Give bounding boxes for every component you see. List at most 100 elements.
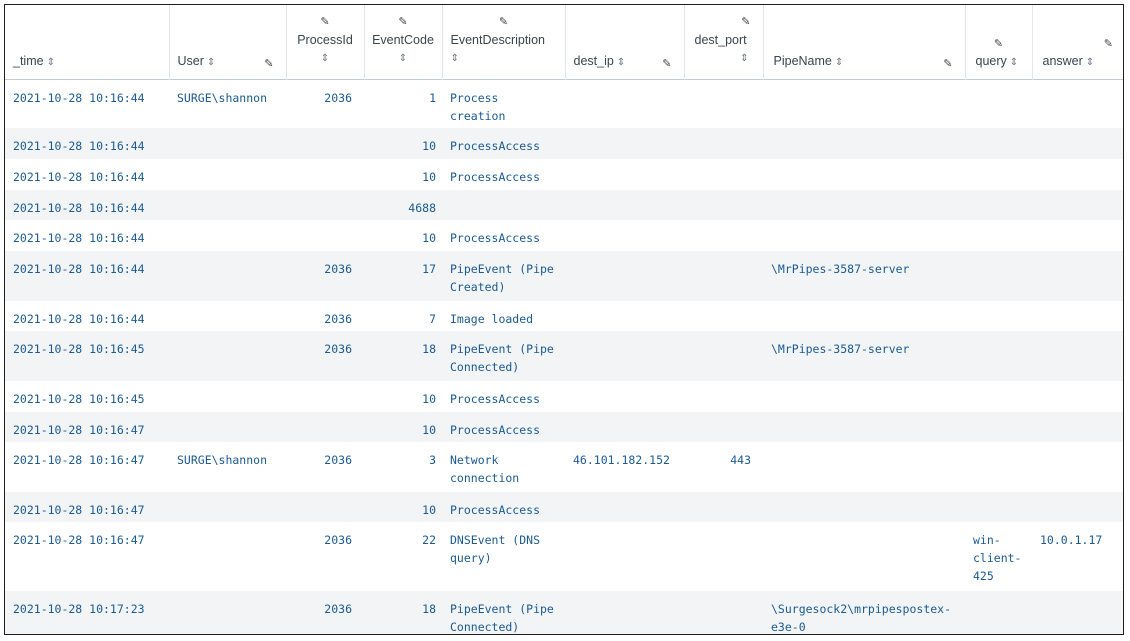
column-header-pipename[interactable]: PipeName ⇕ ✎	[763, 5, 966, 79]
edit-pencil-icon[interactable]: ✎	[943, 58, 953, 70]
sort-icon[interactable]: ⇕	[616, 57, 626, 68]
cell-pipe[interactable]: \Surgesock2\mrpipespostex-e3e-0	[771, 602, 952, 634]
cell-code[interactable]: 10	[422, 170, 436, 184]
cell-query[interactable]: win-client-425	[973, 533, 1022, 583]
cell-code[interactable]: 4688	[408, 201, 436, 215]
edit-pencil-icon[interactable]: ✎	[498, 16, 509, 28]
cell-desc[interactable]: PipeEvent (Pipe Connected)	[450, 342, 554, 374]
cell-time[interactable]: 2021-10-28 10:16:44	[13, 139, 145, 153]
cell-time[interactable]: 2021-10-28 10:16:47	[13, 503, 145, 517]
cell-desc[interactable]: DNSEvent (DNS query)	[450, 533, 541, 565]
cell-port[interactable]: 443	[730, 453, 751, 467]
table-row[interactable]: 2021-10-28 10:16:47 SURGE\shannon 2036 3 Net…	[5, 442, 1123, 492]
cell-pid[interactable]: 2036	[324, 533, 352, 547]
table-row[interactable]: 2021-10-28 10:16:44 2036 17 PipeEvent (Pipe…	[5, 251, 1123, 301]
edit-pencil-icon[interactable]: ✎	[264, 58, 274, 70]
cell-time[interactable]: 2021-10-28 10:16:47	[13, 533, 145, 547]
cell-desc[interactable]: ProcessAccess	[450, 231, 541, 245]
cell-pid[interactable]: 2036	[324, 342, 352, 356]
cell-time[interactable]: 2021-10-28 10:16:44	[13, 170, 145, 184]
cell-time[interactable]: 2021-10-28 10:16:45	[13, 342, 145, 356]
sort-icon[interactable]: ⇕	[398, 53, 408, 64]
cell-pid[interactable]: 2036	[324, 262, 352, 276]
sort-icon[interactable]: ⇕	[834, 57, 844, 68]
cell-code[interactable]: 10	[422, 392, 436, 406]
cell-desc[interactable]: ProcessAccess	[450, 139, 541, 153]
cell-desc[interactable]: ProcessAccess	[450, 392, 541, 406]
cell-code[interactable]: 10	[422, 423, 436, 437]
sort-icon[interactable]: ⇕	[1009, 57, 1019, 68]
cell-code[interactable]: 10	[422, 231, 436, 245]
sort-icon[interactable]: ⇕	[450, 53, 459, 64]
cell-code[interactable]: 17	[422, 262, 436, 276]
cell-code[interactable]: 7	[429, 312, 436, 326]
sort-icon[interactable]: ⇕	[206, 57, 216, 68]
column-header-answer[interactable]: ✎ answer ⇕	[1032, 5, 1123, 79]
column-header-dest-ip[interactable]: dest_ip ⇕ ✎	[565, 5, 685, 79]
cell-pipe[interactable]: \MrPipes-3587-server	[771, 262, 910, 276]
cell-user[interactable]: SURGE\shannon	[177, 453, 268, 467]
cell-desc[interactable]: Process creation	[450, 90, 506, 123]
cell-desc[interactable]: ProcessAccess	[450, 423, 541, 437]
table-row[interactable]: 2021-10-28 10:16:44 10 ProcessAccess	[5, 159, 1123, 190]
column-header-dest-port[interactable]: ✎ dest_port ⇕	[684, 5, 764, 79]
edit-pencil-icon[interactable]: ✎	[741, 16, 751, 28]
cell-code[interactable]: 18	[422, 342, 436, 356]
cell-desc[interactable]: ProcessAccess	[450, 170, 541, 184]
sort-icon[interactable]: ⇕	[740, 53, 749, 64]
cell-desc[interactable]: Image loaded	[450, 312, 534, 326]
column-header-eventdescription[interactable]: ✎ EventDescription ⇕	[442, 5, 566, 79]
edit-pencil-icon[interactable]: ✎	[993, 38, 1004, 50]
cell-code[interactable]: 1	[429, 90, 436, 105]
cell-pipe[interactable]: \MrPipes-3587-server	[771, 342, 910, 356]
table-row[interactable]: 2021-10-28 10:16:44 4688	[5, 190, 1123, 220]
sort-icon[interactable]: ⇕	[46, 57, 55, 68]
cell-ip[interactable]: 46.101.182.152	[573, 453, 670, 467]
cell-time[interactable]: 2021-10-28 10:16:44	[13, 201, 145, 215]
cell-time[interactable]: 2021-10-28 10:16:45	[13, 392, 145, 406]
cell-desc[interactable]: PipeEvent (Pipe Connected)	[450, 602, 554, 634]
edit-pencil-icon[interactable]: ✎	[320, 16, 330, 28]
cell-code[interactable]: 22	[422, 533, 436, 547]
table-row[interactable]: 2021-10-28 10:16:44 2036 7 Image loaded	[5, 301, 1123, 331]
cell-pid[interactable]: 2036	[324, 453, 352, 467]
column-header-time[interactable]: _time ⇕	[5, 5, 170, 79]
cell-code[interactable]: 10	[422, 139, 436, 153]
column-header-processid[interactable]: ✎ ProcessId ⇕	[286, 5, 365, 79]
column-header-query[interactable]: ✎ query ⇕	[965, 5, 1033, 79]
cell-desc[interactable]: Network connection	[450, 453, 520, 485]
edit-pencil-icon[interactable]: ✎	[398, 16, 408, 28]
cell-desc[interactable]: PipeEvent (Pipe Created)	[450, 262, 554, 294]
edit-pencil-icon[interactable]: ✎	[1103, 38, 1113, 50]
cell-code[interactable]: 18	[422, 602, 436, 616]
table-row[interactable]: 2021-10-28 10:16:45 2036 18 PipeEvent (Pipe…	[5, 331, 1123, 381]
column-header-user[interactable]: User ⇕ ✎	[169, 5, 287, 79]
cell-user[interactable]: SURGE\shannon	[177, 90, 268, 105]
edit-pencil-icon[interactable]: ✎	[662, 58, 672, 70]
sort-icon[interactable]: ⇕	[1085, 57, 1095, 68]
cell-time[interactable]: 2021-10-28 10:16:44	[13, 231, 145, 245]
cell-time[interactable]: 2021-10-28 10:16:44	[13, 90, 145, 105]
table-row[interactable]: 2021-10-28 10:17:23 2036 18 PipeEvent (Pipe…	[5, 591, 1123, 634]
cell-code[interactable]: 10	[422, 503, 436, 517]
cell-time[interactable]: 2021-10-28 10:16:44	[13, 262, 145, 276]
table-row[interactable]: 2021-10-28 10:16:44 SURGE\shannon 2036 1 Pro…	[5, 79, 1123, 128]
table-row[interactable]: 2021-10-28 10:16:47 10 ProcessAccess	[5, 412, 1123, 442]
table-row[interactable]: 2021-10-28 10:16:45 10 ProcessAccess	[5, 381, 1123, 412]
sort-icon[interactable]: ⇕	[320, 53, 330, 64]
cell-time[interactable]: 2021-10-28 10:16:47	[13, 453, 145, 467]
cell-time[interactable]: 2021-10-28 10:17:23	[13, 602, 145, 616]
table-row[interactable]: 2021-10-28 10:16:44 10 ProcessAccess	[5, 220, 1123, 251]
cell-time[interactable]: 2021-10-28 10:16:47	[13, 423, 145, 437]
cell-pid[interactable]: 2036	[324, 602, 352, 616]
cell-pid[interactable]: 2036	[324, 90, 352, 105]
cell-time[interactable]: 2021-10-28 10:16:44	[13, 312, 145, 326]
table-row[interactable]: 2021-10-28 10:16:44 10 ProcessAccess	[5, 128, 1123, 159]
cell-code[interactable]: 3	[429, 453, 436, 467]
cell-pid[interactable]: 2036	[324, 312, 352, 326]
table-row[interactable]: 2021-10-28 10:16:47 2036 22 DNSEvent (DNS q…	[5, 522, 1123, 591]
column-header-eventcode[interactable]: ✎ EventCode ⇕	[364, 5, 443, 79]
cell-answer[interactable]: 10.0.1.17	[1040, 533, 1103, 547]
cell-desc[interactable]: ProcessAccess	[450, 503, 541, 517]
table-row[interactable]: 2021-10-28 10:16:47 10 ProcessAccess	[5, 492, 1123, 522]
